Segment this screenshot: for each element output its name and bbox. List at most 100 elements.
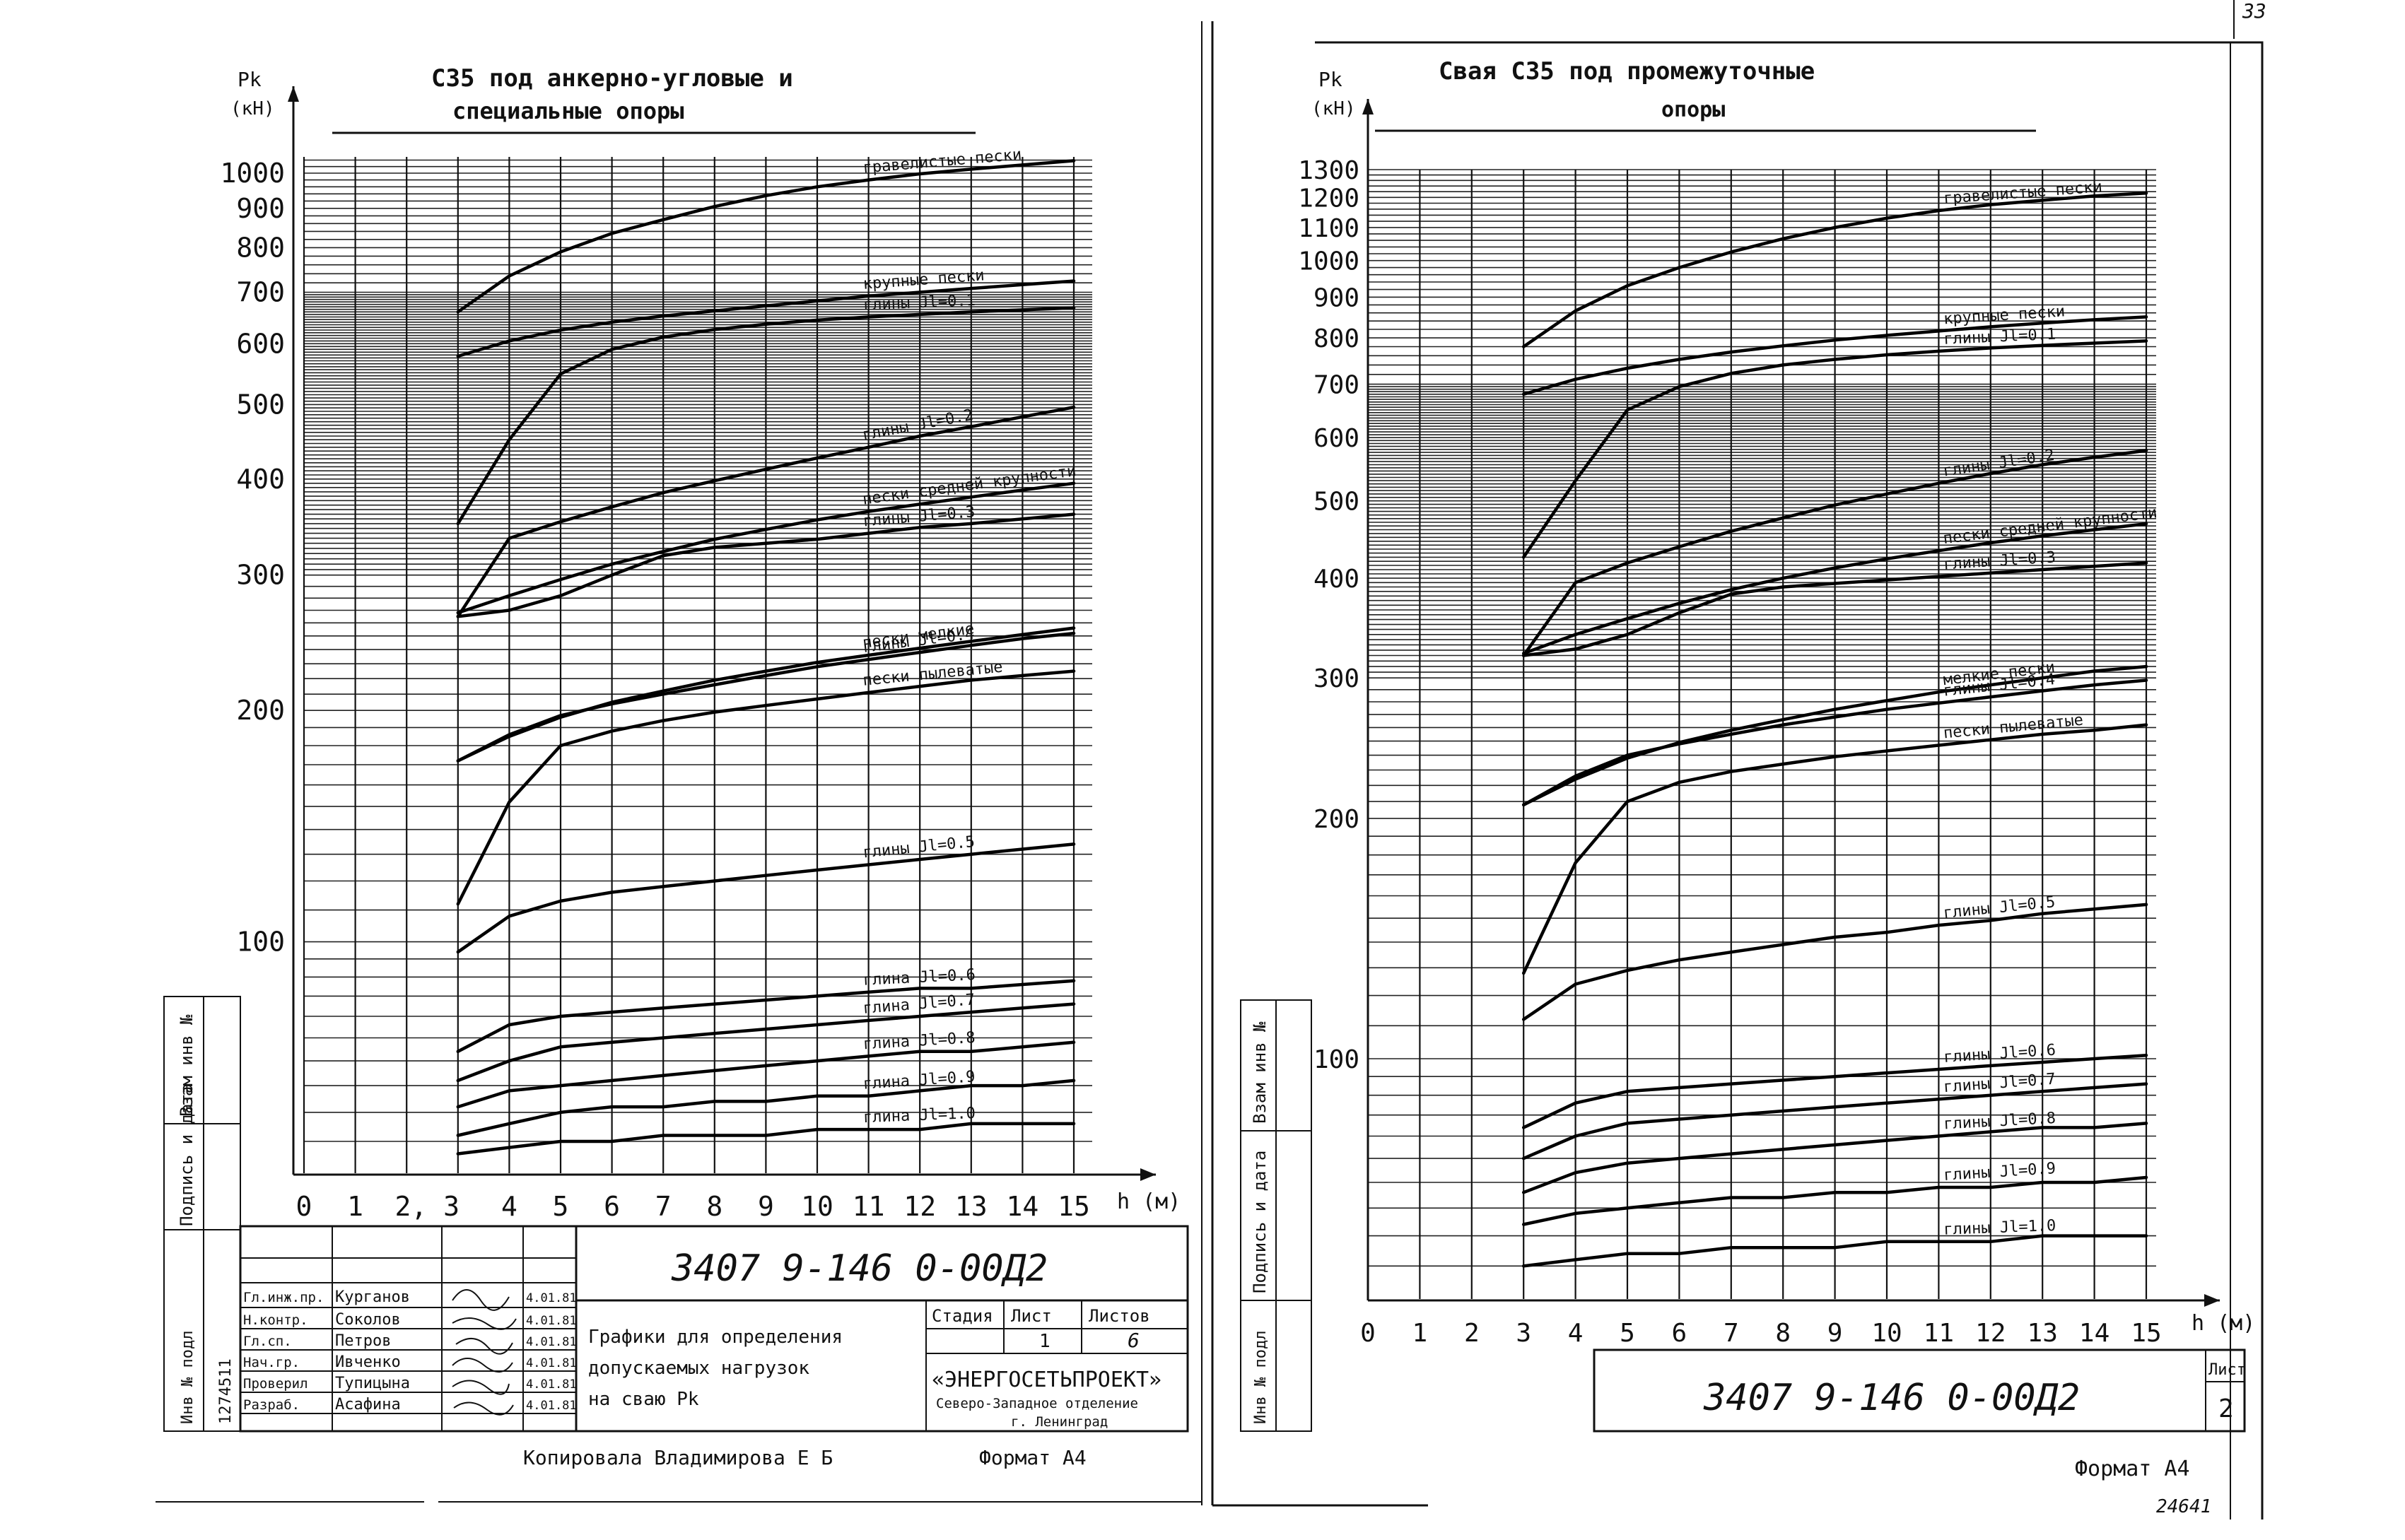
right-sheet-header: Лист: [2208, 1361, 2246, 1379]
right-doc-code: 3407 9-146 0-00Д2: [1703, 1377, 2080, 1419]
right-x-tick-label: 11: [1924, 1319, 1954, 1348]
left-y-tick-label: 300: [236, 560, 285, 591]
left-series-line: [456, 1040, 1076, 1109]
right-series-label: глины Jl=0.2: [1942, 447, 2056, 481]
left-x-tick-label: 2, 3: [394, 1191, 460, 1222]
left-y-tick-label: 400: [236, 464, 285, 495]
signer-name: Петров: [335, 1332, 391, 1350]
right-x-tick-label: 9: [1827, 1319, 1843, 1348]
left-series-label: глина Jl=0.8: [862, 1029, 976, 1053]
left-series-line: [456, 669, 1076, 906]
right-series-line: [1521, 1082, 2148, 1160]
signer-name: Тупицына: [335, 1375, 410, 1392]
right-series-line: [1521, 561, 2148, 657]
right-x-tick-label: 1: [1412, 1319, 1428, 1348]
right-side-label-sign: Подпись и дата: [1250, 1151, 1270, 1293]
left-series-line: [456, 405, 1076, 618]
right-x-tick-label: 6: [1672, 1319, 1687, 1348]
left-series-line: [456, 306, 1076, 526]
right-y-axis-label: Pk: [1318, 68, 1342, 91]
right-x-tick-label: 5: [1620, 1319, 1635, 1348]
right-y-tick-label: 300: [1313, 664, 1359, 693]
signer-date: 4.01.81: [526, 1399, 577, 1413]
right-series-line: [1521, 678, 2148, 807]
left-side-strip: [163, 996, 241, 1432]
right-y-tick-label: 200: [1313, 805, 1359, 834]
right-x-tick-label: 8: [1775, 1319, 1791, 1348]
left-x-tick-label: 8: [706, 1191, 722, 1222]
left-series-line: [456, 1002, 1076, 1083]
right-series-line: [1521, 664, 2148, 807]
left-horizontal-grid: [304, 159, 1092, 1142]
left-x-tick-label: 9: [758, 1191, 774, 1222]
right-x-axis-label: h (м): [2192, 1311, 2255, 1336]
left-series-line: [456, 842, 1076, 954]
signer-name: Курганов: [335, 1288, 410, 1306]
left-signature-rows: Гл.инж.пр. Курганов 4.01.81 Н.контр. Сок…: [243, 1288, 577, 1416]
left-vertical-grid: [303, 157, 1075, 1173]
left-side-label-replace: Взам инв №: [177, 1014, 197, 1117]
signer-role: Н.контр.: [243, 1312, 308, 1328]
signer-role: Проверил: [243, 1376, 308, 1392]
right-horizontal-grid: [1368, 169, 2156, 1267]
right-series-line: [1521, 522, 2148, 655]
right-x-tick-label: 14: [2079, 1319, 2110, 1348]
left-org-sub2: г. Ленинград: [1011, 1414, 1108, 1430]
left-series-line: [456, 512, 1076, 618]
signer-role: Гл.сп.: [243, 1334, 292, 1349]
left-series-line: [456, 481, 1076, 615]
left-footer-copied-by: Копировала Владимирова Е Б: [523, 1446, 833, 1469]
left-series-label: глина Jl=0.9: [862, 1068, 976, 1093]
archive-stamp-number: 24641: [2156, 1496, 2211, 1517]
right-y-tick-label: 1100: [1298, 214, 1359, 243]
right-series-label: глины Jl=1.0: [1943, 1217, 2056, 1239]
left-title-block: [239, 1225, 1189, 1433]
left-y-axis-unit: (кН): [230, 98, 275, 119]
left-stage-header: Стадия: [932, 1306, 993, 1326]
left-side-label-sign: Подпись и дата: [177, 1083, 197, 1226]
signer-date: 4.01.81: [526, 1356, 577, 1370]
left-x-tick-label: 15: [1058, 1191, 1090, 1222]
left-x-tick-label: 10: [801, 1191, 833, 1222]
left-x-axis-label: h (м): [1117, 1189, 1181, 1214]
left-y-axis-arrow: [288, 86, 299, 102]
left-series-line: [456, 631, 1076, 763]
left-x-tick-label: 5: [553, 1191, 569, 1222]
left-y-tick-label: 1000: [220, 158, 285, 189]
right-x-tick-label: 4: [1568, 1319, 1584, 1348]
right-x-tick-label: 13: [2027, 1319, 2058, 1348]
left-y-tick-label: 500: [236, 389, 285, 420]
left-sheets-value: 6: [1128, 1329, 1140, 1352]
right-y-axis-unit: (кН): [1311, 98, 1356, 119]
right-y-tick-label: 500: [1313, 488, 1359, 517]
left-x-tick-label: 6: [604, 1191, 620, 1222]
signer-date: 4.01.81: [526, 1314, 577, 1328]
left-footer-format: Формат А4: [979, 1446, 1087, 1469]
right-y-tick-label: 900: [1313, 283, 1359, 312]
left-x-tick-label: 0: [296, 1191, 312, 1222]
right-series-line: [1521, 903, 2148, 1021]
right-y-axis-arrow: [1362, 99, 1374, 114]
right-series-label: глины Jl=0.9: [1943, 1160, 2056, 1185]
right-series-label: глины Jl=0.8: [1943, 1110, 2056, 1134]
left-x-tick-label: 11: [853, 1191, 885, 1222]
right-y-tick-label: 100: [1313, 1045, 1359, 1074]
right-series-line: [1521, 723, 2148, 975]
left-org-sub1: Северо-Западное отделение: [936, 1396, 1138, 1411]
left-series-line: [456, 1122, 1076, 1156]
right-series-line: [1521, 1122, 2148, 1194]
right-series-line: [1521, 191, 2148, 348]
signer-role: Гл.инж.пр.: [243, 1290, 324, 1305]
right-sheet: Свая С35 под промежуточные опоры Pk (кН)…: [1240, 57, 2255, 1481]
left-org-name: «ЭНЕРГОСЕТЬПРОЕКТ»: [932, 1368, 1161, 1392]
signer-name: Соколов: [335, 1311, 401, 1329]
right-y-tick-label: 800: [1313, 324, 1359, 353]
left-chart-title-line1: С35 под анкерно-угловые и: [431, 64, 793, 93]
signer-role: Разраб.: [243, 1397, 300, 1413]
right-series-line: [1521, 1234, 2148, 1268]
left-y-tick-label: 700: [236, 277, 285, 308]
right-chart-title-line2: опоры: [1661, 98, 1725, 122]
sheet-frames: [156, 0, 2264, 1520]
